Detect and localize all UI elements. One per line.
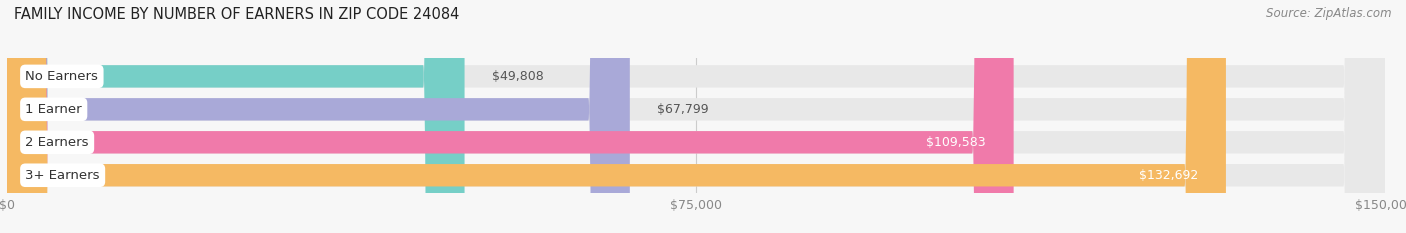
Text: $132,692: $132,692 (1139, 169, 1198, 182)
FancyBboxPatch shape (7, 0, 630, 233)
Text: Source: ZipAtlas.com: Source: ZipAtlas.com (1267, 7, 1392, 20)
FancyBboxPatch shape (7, 0, 1385, 233)
Text: 2 Earners: 2 Earners (25, 136, 89, 149)
Text: $49,808: $49,808 (492, 70, 544, 83)
Text: No Earners: No Earners (25, 70, 98, 83)
Text: 1 Earner: 1 Earner (25, 103, 82, 116)
FancyBboxPatch shape (7, 0, 1014, 233)
FancyBboxPatch shape (7, 0, 1385, 233)
Text: $67,799: $67,799 (658, 103, 709, 116)
FancyBboxPatch shape (7, 0, 1385, 233)
Text: 3+ Earners: 3+ Earners (25, 169, 100, 182)
FancyBboxPatch shape (7, 0, 1385, 233)
FancyBboxPatch shape (7, 0, 1226, 233)
Text: $109,583: $109,583 (927, 136, 986, 149)
Text: FAMILY INCOME BY NUMBER OF EARNERS IN ZIP CODE 24084: FAMILY INCOME BY NUMBER OF EARNERS IN ZI… (14, 7, 460, 22)
FancyBboxPatch shape (7, 0, 464, 233)
